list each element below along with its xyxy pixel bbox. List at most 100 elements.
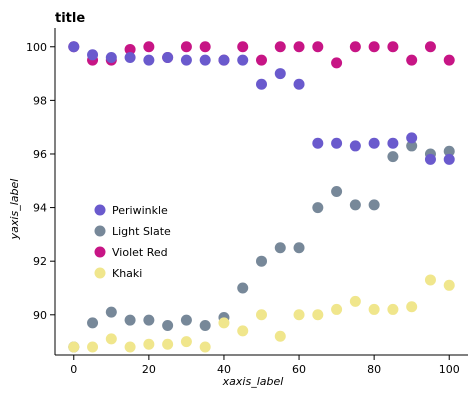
point-khaki — [387, 303, 399, 315]
point-periwinkle — [274, 68, 286, 80]
point-light-slate — [180, 314, 192, 326]
point-khaki — [218, 317, 230, 329]
point-khaki — [87, 341, 99, 353]
x-tick-label: 0 — [70, 363, 77, 376]
point-light-slate — [406, 140, 418, 152]
point-periwinkle — [256, 78, 267, 90]
point-light-slate — [237, 282, 249, 294]
point-violet-red — [124, 43, 136, 55]
point-periwinkle — [87, 49, 99, 61]
point-light-slate — [124, 314, 136, 326]
point-periwinkle — [124, 51, 136, 63]
point-light-slate — [143, 314, 155, 326]
point-periwinkle — [105, 51, 117, 63]
legend-label-khaki: Khaki — [112, 267, 142, 280]
x-tick-label: 20 — [142, 363, 156, 376]
point-khaki — [180, 336, 192, 348]
point-violet-red — [368, 41, 380, 53]
x-axis-label: xaxis_label — [222, 375, 284, 388]
point-khaki — [105, 333, 117, 345]
y-tick-label: 92 — [33, 255, 47, 268]
point-violet-red — [349, 41, 361, 53]
point-khaki — [124, 341, 136, 353]
x-tick-label: 80 — [367, 363, 381, 376]
point-light-slate — [443, 145, 455, 157]
x-tick-label: 100 — [439, 363, 460, 376]
point-khaki — [293, 309, 305, 321]
axes — [54, 28, 468, 356]
point-violet-red — [331, 57, 343, 69]
point-light-slate — [331, 186, 343, 197]
point-periwinkle — [218, 54, 230, 66]
point-light-slate — [274, 242, 286, 254]
point-periwinkle — [368, 137, 380, 149]
point-violet-red — [199, 41, 211, 53]
legend-label-violet-red: Violet Red — [112, 246, 168, 259]
point-light-slate — [256, 255, 267, 267]
point-light-slate — [87, 317, 99, 329]
ticks: 0 20 40 60 80 100 90 92 94 96 98 100 — [26, 41, 460, 376]
point-khaki — [349, 295, 361, 307]
point-periwinkle — [424, 153, 436, 165]
legend-marker-violet-red — [94, 246, 106, 258]
legend-marker-khaki — [94, 267, 106, 279]
point-periwinkle — [312, 137, 324, 149]
chart-title: title — [55, 11, 85, 26]
point-violet-red — [443, 54, 455, 66]
y-tick-label: 98 — [33, 94, 47, 107]
point-khaki — [256, 309, 267, 321]
point-light-slate — [387, 151, 399, 163]
x-tick-label: 60 — [292, 363, 306, 376]
data-points — [68, 41, 455, 353]
legend-marker-periwinkle — [94, 204, 106, 216]
point-violet-red — [293, 41, 305, 53]
point-khaki — [368, 303, 380, 315]
point-khaki — [237, 325, 249, 337]
point-light-slate — [349, 199, 361, 211]
point-khaki — [424, 274, 436, 286]
y-axis-label: yaxis_label — [8, 179, 21, 241]
point-khaki — [312, 309, 324, 321]
point-khaki — [68, 341, 80, 353]
point-violet-red — [406, 54, 418, 66]
point-light-slate — [293, 242, 305, 254]
y-tick-label: 94 — [33, 202, 47, 215]
point-khaki — [331, 303, 343, 315]
point-light-slate — [162, 320, 174, 332]
legend-label-light-slate: Light Slate — [112, 225, 171, 238]
point-violet-red — [424, 41, 436, 53]
legend-marker-light-slate — [94, 225, 106, 237]
point-periwinkle — [443, 153, 455, 165]
point-periwinkle — [406, 132, 418, 144]
point-khaki — [199, 341, 211, 353]
point-khaki — [274, 330, 286, 342]
point-khaki — [406, 301, 418, 313]
point-violet-red — [256, 54, 267, 66]
legend-label-periwinkle: Periwinkle — [112, 204, 168, 217]
point-khaki — [143, 338, 155, 350]
point-periwinkle — [68, 41, 80, 53]
point-periwinkle — [199, 54, 211, 66]
point-periwinkle — [349, 140, 361, 152]
point-violet-red — [274, 41, 286, 53]
legend: Periwinkle Light Slate Violet Red Khaki — [94, 204, 171, 280]
point-periwinkle — [293, 78, 305, 90]
point-light-slate — [368, 199, 380, 211]
point-periwinkle — [162, 51, 174, 63]
point-violet-red — [387, 41, 399, 53]
point-periwinkle — [331, 137, 343, 149]
point-periwinkle — [180, 54, 192, 66]
point-violet-red — [312, 41, 324, 53]
point-periwinkle — [387, 137, 399, 149]
x-tick-label: 40 — [217, 363, 231, 376]
point-violet-red — [237, 41, 249, 53]
point-khaki — [443, 279, 455, 291]
y-tick-label: 96 — [33, 148, 47, 161]
point-periwinkle — [237, 54, 249, 66]
point-light-slate — [105, 306, 117, 318]
point-khaki — [162, 338, 174, 350]
point-light-slate — [199, 320, 211, 332]
point-light-slate — [312, 202, 324, 214]
point-periwinkle — [143, 54, 155, 66]
